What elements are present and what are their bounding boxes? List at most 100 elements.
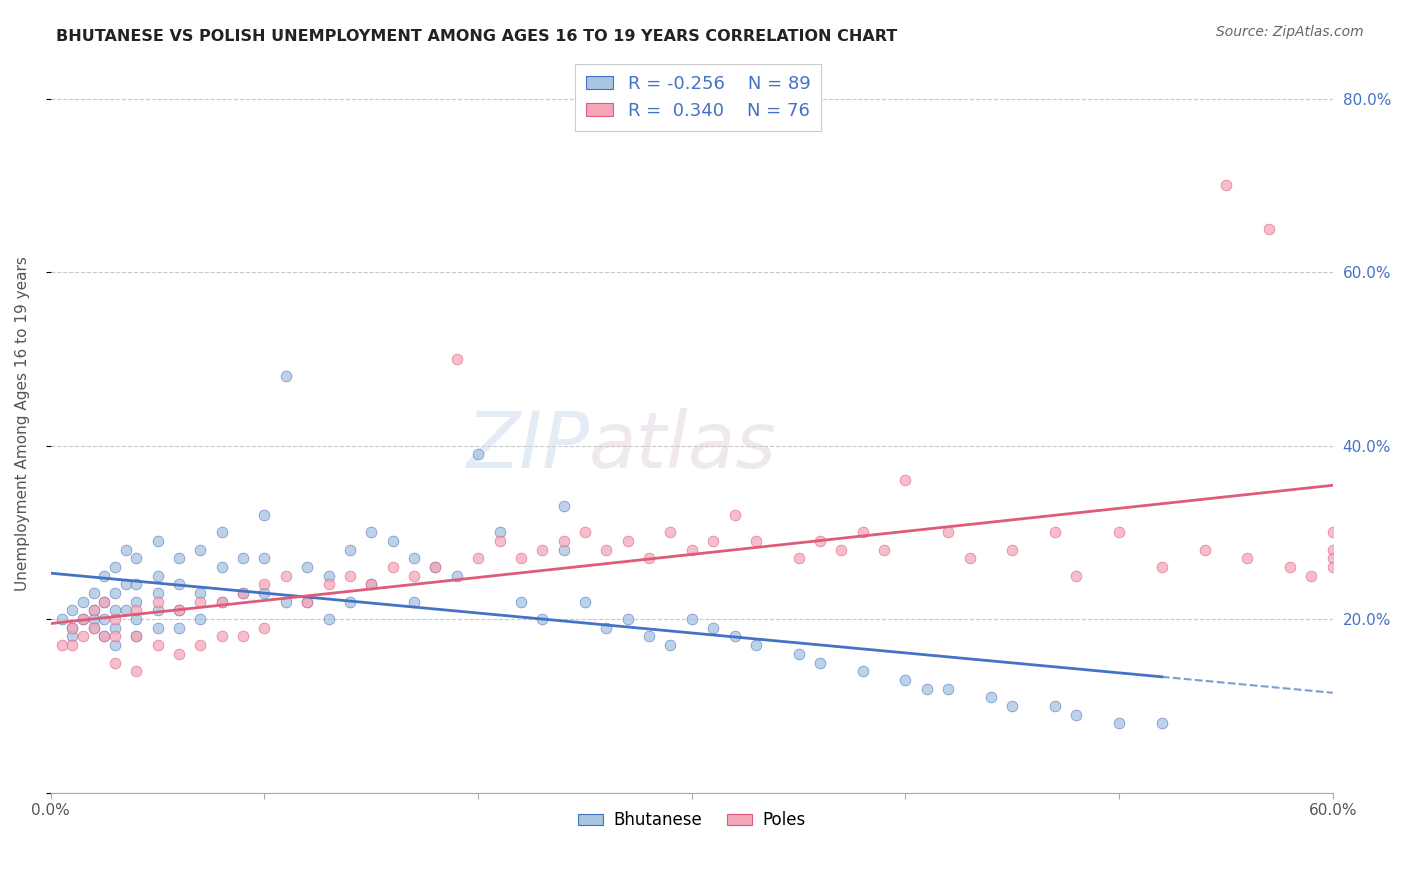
Point bbox=[125, 603, 148, 617]
Point bbox=[894, 473, 917, 487]
Point bbox=[1215, 178, 1237, 193]
Y-axis label: Unemployment Among Ages 16 to 19 years: Unemployment Among Ages 16 to 19 years bbox=[15, 257, 30, 591]
Point bbox=[253, 586, 276, 600]
Point bbox=[125, 577, 148, 591]
Point bbox=[595, 621, 617, 635]
Point bbox=[60, 621, 83, 635]
Point bbox=[93, 568, 115, 582]
Point bbox=[488, 534, 510, 549]
Point bbox=[125, 595, 148, 609]
Point bbox=[72, 595, 94, 609]
Point bbox=[446, 568, 468, 582]
Point bbox=[745, 638, 768, 652]
Point bbox=[190, 612, 212, 626]
Point bbox=[83, 603, 105, 617]
Point bbox=[1194, 542, 1216, 557]
Point bbox=[253, 621, 276, 635]
Point bbox=[574, 525, 596, 540]
Point bbox=[1322, 551, 1344, 566]
Point bbox=[702, 534, 724, 549]
Point bbox=[104, 586, 127, 600]
Point bbox=[1322, 525, 1344, 540]
Point bbox=[211, 595, 233, 609]
Point bbox=[190, 595, 212, 609]
Point bbox=[72, 630, 94, 644]
Point bbox=[425, 560, 447, 574]
Point bbox=[211, 525, 233, 540]
Point bbox=[808, 656, 831, 670]
Point bbox=[808, 534, 831, 549]
Point bbox=[381, 560, 404, 574]
Text: Source: ZipAtlas.com: Source: ZipAtlas.com bbox=[1216, 25, 1364, 39]
Point bbox=[253, 551, 276, 566]
Point bbox=[72, 612, 94, 626]
Point bbox=[1108, 525, 1130, 540]
Point bbox=[574, 595, 596, 609]
Point bbox=[467, 551, 489, 566]
Point bbox=[146, 638, 169, 652]
Point bbox=[1001, 698, 1024, 713]
Point bbox=[232, 630, 254, 644]
Point bbox=[1150, 560, 1173, 574]
Text: ZIP: ZIP bbox=[467, 408, 589, 484]
Point bbox=[93, 595, 115, 609]
Point bbox=[146, 534, 169, 549]
Point bbox=[274, 595, 297, 609]
Point bbox=[60, 630, 83, 644]
Point bbox=[787, 551, 810, 566]
Point bbox=[60, 638, 83, 652]
Point bbox=[553, 534, 575, 549]
Point bbox=[318, 612, 340, 626]
Point bbox=[297, 560, 319, 574]
Point bbox=[1279, 560, 1302, 574]
Point bbox=[93, 612, 115, 626]
Point bbox=[659, 638, 682, 652]
Point bbox=[425, 560, 447, 574]
Point bbox=[339, 568, 361, 582]
Point bbox=[745, 534, 768, 549]
Point bbox=[531, 542, 554, 557]
Point bbox=[659, 525, 682, 540]
Point bbox=[125, 630, 148, 644]
Point bbox=[1043, 525, 1066, 540]
Point bbox=[190, 586, 212, 600]
Point bbox=[1066, 707, 1088, 722]
Point bbox=[60, 603, 83, 617]
Point bbox=[959, 551, 981, 566]
Point bbox=[232, 551, 254, 566]
Point bbox=[318, 577, 340, 591]
Legend: Bhutanese, Poles: Bhutanese, Poles bbox=[572, 805, 813, 836]
Point bbox=[146, 586, 169, 600]
Point bbox=[488, 525, 510, 540]
Point bbox=[297, 595, 319, 609]
Point bbox=[190, 542, 212, 557]
Point bbox=[852, 525, 875, 540]
Point bbox=[1257, 221, 1279, 235]
Point bbox=[318, 568, 340, 582]
Point bbox=[723, 630, 745, 644]
Point bbox=[146, 568, 169, 582]
Point bbox=[83, 621, 105, 635]
Point bbox=[104, 603, 127, 617]
Point bbox=[1108, 716, 1130, 731]
Point bbox=[104, 656, 127, 670]
Text: BHUTANESE VS POLISH UNEMPLOYMENT AMONG AGES 16 TO 19 YEARS CORRELATION CHART: BHUTANESE VS POLISH UNEMPLOYMENT AMONG A… bbox=[56, 29, 897, 44]
Point bbox=[83, 621, 105, 635]
Point bbox=[104, 630, 127, 644]
Text: atlas: atlas bbox=[589, 408, 778, 484]
Point bbox=[616, 534, 638, 549]
Point bbox=[253, 508, 276, 522]
Point bbox=[211, 595, 233, 609]
Point bbox=[402, 551, 425, 566]
Point bbox=[553, 500, 575, 514]
Point bbox=[125, 551, 148, 566]
Point bbox=[93, 595, 115, 609]
Point bbox=[167, 621, 190, 635]
Point bbox=[616, 612, 638, 626]
Point bbox=[60, 621, 83, 635]
Point bbox=[83, 612, 105, 626]
Point bbox=[167, 577, 190, 591]
Point bbox=[104, 612, 127, 626]
Point bbox=[509, 551, 531, 566]
Point bbox=[1322, 560, 1344, 574]
